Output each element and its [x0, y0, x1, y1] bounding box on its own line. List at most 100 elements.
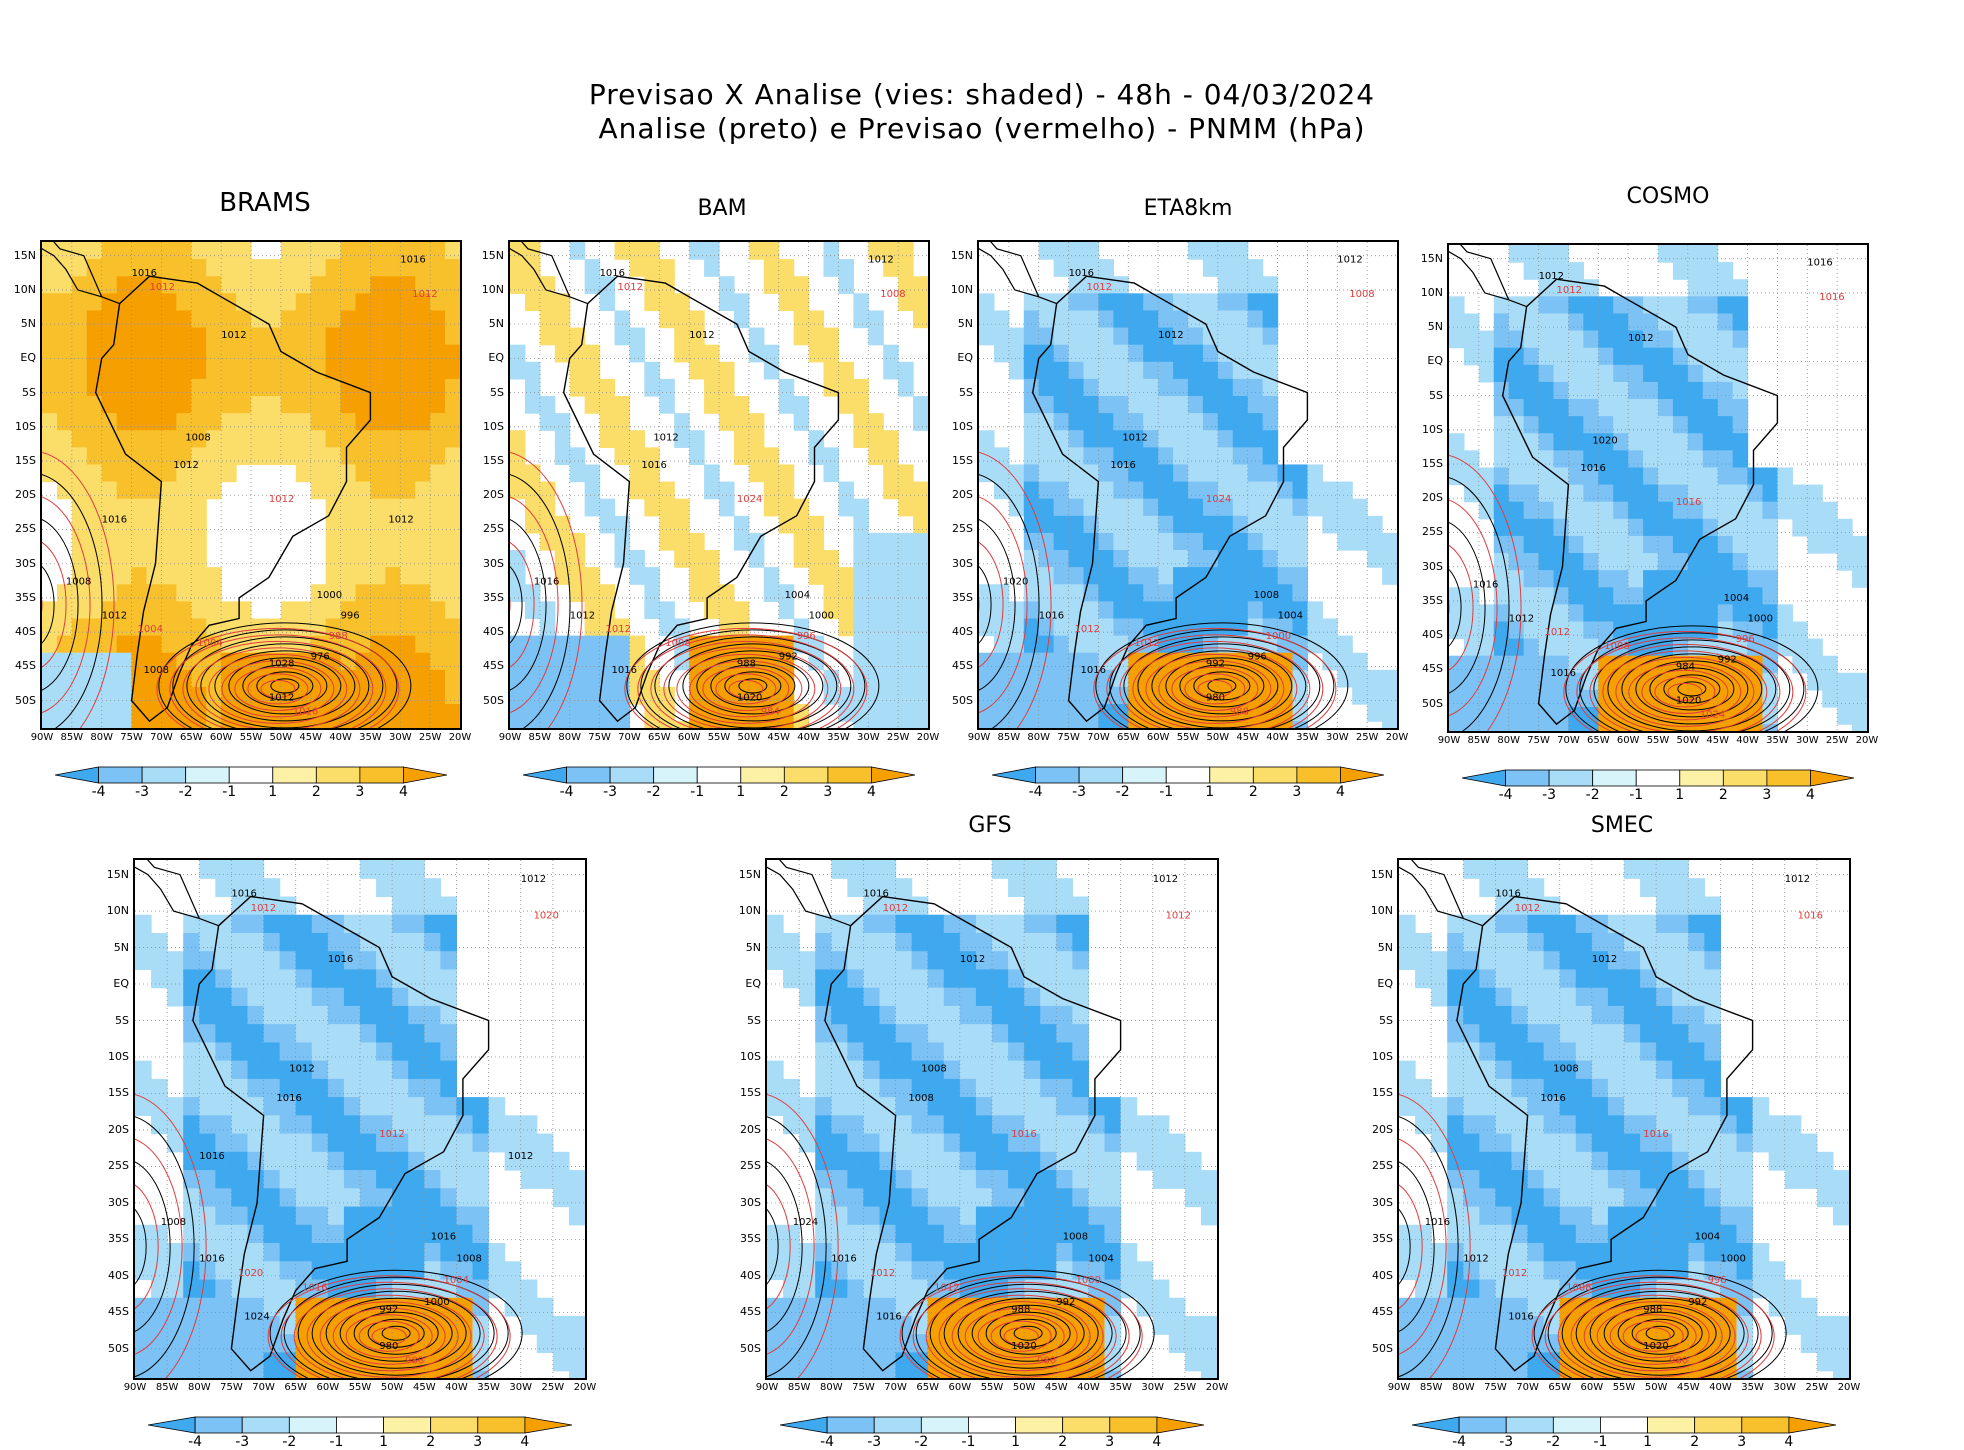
isobar-label: 988 [1011, 1304, 1030, 1315]
colorbar-swatch [403, 767, 447, 783]
longitude-label: 35W [1761, 735, 1793, 746]
isobar-label: 1012 [379, 1129, 404, 1140]
latitude-label: 5N [937, 317, 973, 330]
colorbar-swatch [525, 1417, 572, 1433]
latitude-label: 40S [937, 625, 973, 638]
isobar-label: 1016 [431, 1231, 456, 1242]
longitude-label: 40W [1262, 732, 1294, 743]
colorbar-swatch [99, 767, 143, 783]
latitude-label: 50S [0, 694, 36, 707]
latitude-label: 20S [937, 488, 973, 501]
longitude-label: 65W [175, 732, 207, 743]
isobar-label: 1000 [809, 610, 834, 621]
longitude-label: 40W [1072, 1382, 1104, 1393]
colorbar-label: 4 [1142, 1434, 1172, 1450]
bias-colorbar [148, 1416, 572, 1434]
longitude-label: 20W [444, 732, 476, 743]
latitude-label: 45S [937, 659, 973, 672]
colorbar-swatch [1462, 770, 1506, 786]
isobar-label: 1004 [1278, 610, 1303, 621]
latitude-label: 5S [93, 1014, 129, 1027]
longitude-label: 80W [815, 1382, 847, 1393]
isobar-label: 1008 [1604, 641, 1629, 652]
map-canvas: 1012101210121016101610201016101610161012… [1449, 245, 1867, 731]
isobar-label: 1016 [1807, 258, 1832, 269]
isobar-label: 1008 [1063, 1231, 1088, 1242]
bias-colorbar [992, 766, 1384, 784]
panel-title: GFS [890, 813, 1090, 838]
isobar-label: 1012 [1515, 903, 1540, 914]
longitude-label: 65W [643, 732, 675, 743]
latitude-label: 5N [468, 317, 504, 330]
bias-colorbar [780, 1416, 1204, 1434]
longitude-label: 40W [1732, 735, 1764, 746]
longitude-label: 25W [1169, 1382, 1201, 1393]
longitude-label: 90W [751, 1382, 783, 1393]
colorbar-swatch [1549, 770, 1593, 786]
colorbar-label: -1 [321, 1434, 351, 1450]
latitude-label: 5N [93, 941, 129, 954]
longitude-label: 60W [205, 732, 237, 743]
isobar-label: 1008 [144, 665, 169, 676]
isobar-label: 1012 [508, 1151, 533, 1162]
longitude-label: 35W [1105, 1382, 1137, 1393]
latitude-label: EQ [937, 351, 973, 364]
isobar-label: 1016 [1676, 497, 1701, 508]
colorbar-label: -3 [595, 784, 625, 800]
colorbar-swatch [384, 1417, 431, 1433]
latitude-label: 20S [1357, 1123, 1393, 1136]
isobar-label: 1012 [1158, 330, 1183, 341]
longitude-label: 30W [1769, 1382, 1801, 1393]
colorbar-swatch [610, 767, 654, 783]
isobar-label: 1016 [1425, 1217, 1450, 1228]
colorbar-swatch [142, 767, 186, 783]
longitude-label: 25W [414, 732, 446, 743]
isobar-label: 1016 [641, 460, 666, 471]
isobar-label: 1020 [1003, 576, 1028, 587]
colorbar-label: -4 [1021, 784, 1051, 800]
colorbar-swatch [1063, 1417, 1110, 1433]
latitude-label: 25S [1407, 525, 1443, 538]
longitude-label: 55W [976, 1382, 1008, 1393]
latitude-label: 50S [1357, 1342, 1393, 1355]
isobar-label: 1012 [868, 255, 893, 266]
colorbar-label: 1 [1665, 787, 1695, 803]
colorbar-label: -3 [1534, 787, 1564, 803]
isobar-label: 988 [737, 658, 756, 669]
longitude-label: 40W [1704, 1382, 1736, 1393]
isobar-label: 1012 [689, 330, 714, 341]
colorbar-label: -3 [227, 1434, 257, 1450]
latitude-label: 50S [93, 1342, 129, 1355]
isobar-label: 1016 [1039, 610, 1064, 621]
latitude-label: 15N [725, 868, 761, 881]
colorbar-swatch [1036, 767, 1080, 783]
latitude-label: 15S [1407, 457, 1443, 470]
colorbar-swatch [1648, 1417, 1695, 1433]
colorbar-swatch [1157, 1417, 1204, 1433]
latitude-label: 5S [468, 386, 504, 399]
latitude-label: 5N [725, 941, 761, 954]
isobar-label: 1016 [1643, 1129, 1668, 1140]
latitude-label: 25S [0, 522, 36, 535]
longitude-label: 30W [1791, 735, 1823, 746]
isobar-label: 1000 [424, 1297, 449, 1308]
latitude-label: 5S [0, 386, 36, 399]
longitude-label: 50W [1202, 732, 1234, 743]
latitude-label: 20S [725, 1123, 761, 1136]
isobar-label: 1000 [317, 590, 342, 601]
latitude-label: 35S [725, 1232, 761, 1245]
isobar-label: 996 [1708, 1275, 1727, 1286]
latitude-label: 30S [93, 1196, 129, 1209]
isobar-label: 1012 [1592, 954, 1617, 965]
isobar-label: 1008 [1254, 590, 1279, 601]
isobar-label: 1016 [612, 665, 637, 676]
latitude-label: 25S [93, 1159, 129, 1172]
longitude-label: 50W [1640, 1382, 1672, 1393]
latitude-label: 20S [0, 488, 36, 501]
panel-title: BAM [622, 196, 822, 221]
bias-colorbar [523, 766, 915, 784]
longitude-label: 45W [408, 1382, 440, 1393]
isobar-label: 1008 [185, 433, 210, 444]
colorbar-label: -3 [127, 784, 157, 800]
